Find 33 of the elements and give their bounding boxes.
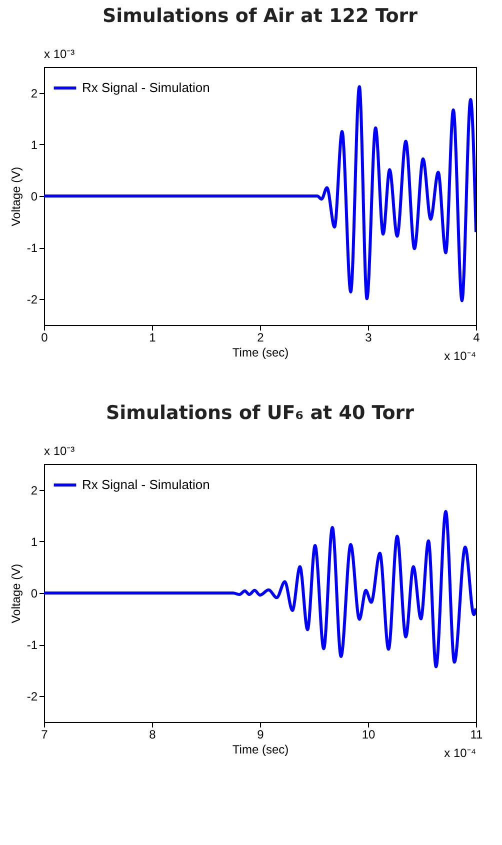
x-tick-label: 1 — [149, 330, 156, 344]
chart-title: Simulations of Air at 122 Torr — [102, 5, 418, 27]
text: x 10⁻⁴ — [444, 746, 476, 760]
text: x 10⁻³ — [44, 444, 75, 458]
x-tick-label: 9 — [257, 728, 264, 742]
x-tick-label: 4 — [473, 330, 480, 344]
text: x 10⁻³ — [44, 47, 75, 61]
y-tick-label: 2 — [30, 86, 38, 100]
x-tick-label: 0 — [41, 330, 48, 344]
x-tick-label: 11 — [470, 728, 484, 742]
y-tick-label: -2 — [26, 690, 38, 704]
y-tick-label: 0 — [30, 586, 38, 600]
y-tick-label: -2 — [26, 292, 38, 307]
x-axis-title: Time (sec) — [232, 742, 289, 756]
x-axis-title: Time (sec) — [232, 346, 289, 360]
line-series — [44, 510, 476, 668]
x-tick-label: 2 — [257, 330, 264, 344]
chart-title: Simulations of UF₆ at 40 Torr — [106, 402, 415, 424]
x-tick-label: 10 — [362, 728, 376, 742]
x-tick-label: 7 — [41, 728, 48, 742]
x-tick-label: 8 — [149, 728, 156, 742]
y-tick-label: 2 — [30, 483, 38, 498]
legend-label: Rx Signal - Simulation — [82, 477, 210, 492]
y-axis-title: Voltage (V) — [8, 564, 23, 624]
text: x 10⁻⁴ — [444, 349, 476, 363]
x-tick-label: 3 — [365, 330, 372, 344]
y-axis-title: Voltage (V) — [8, 166, 23, 226]
y-tick-label: 1 — [30, 534, 38, 549]
y-tick-label: 0 — [30, 190, 38, 204]
y-tick-label: -1 — [26, 638, 38, 652]
legend-label: Rx Signal - Simulation — [82, 80, 210, 95]
y-tick-label: 1 — [30, 138, 38, 152]
y-tick-label: -1 — [26, 241, 38, 256]
